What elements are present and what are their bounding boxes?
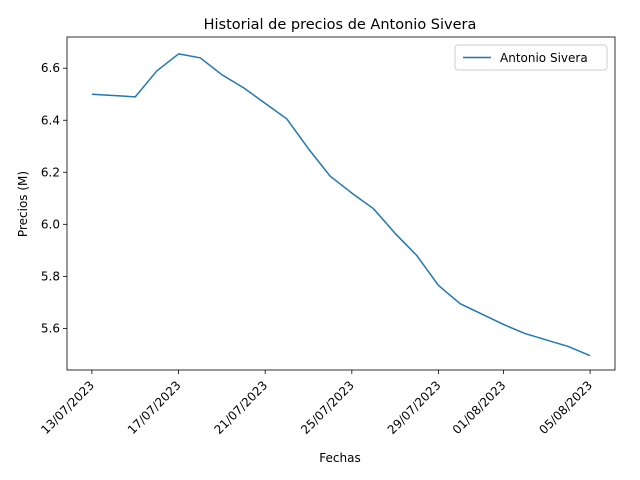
x-axis-ticks: 13/07/2023 17/07/2023 21/07/2023 25/07/2023… — [38, 370, 595, 437]
y-tick-label: 6.6 — [41, 61, 60, 75]
y-tick-label: 5.6 — [41, 321, 60, 335]
x-tick-label: 05/08/2023 — [536, 378, 595, 437]
legend-label: Antonio Sivera — [500, 51, 588, 65]
series-line-0 — [91, 53, 591, 357]
y-tick-label: 6.0 — [41, 217, 60, 231]
x-tick-label: 25/07/2023 — [298, 378, 357, 437]
x-tick-label: 17/07/2023 — [125, 378, 184, 437]
x-axis-label: Fechas — [319, 451, 360, 465]
y-axis-label: Precios (M) — [16, 171, 30, 237]
x-tick-label: 29/07/2023 — [385, 378, 444, 437]
x-tick-label: 13/07/2023 — [38, 378, 97, 437]
x-tick-label: 01/08/2023 — [450, 378, 509, 437]
y-tick-label: 6.2 — [41, 165, 60, 179]
legend-box — [454, 44, 608, 71]
x-tick-label: 21/07/2023 — [211, 378, 270, 437]
y-axis-ticks: 5.6 5.8 6.0 6.2 6.4 6.6 — [41, 61, 67, 335]
y-tick-label: 5.8 — [41, 269, 60, 283]
legend: Antonio Sivera — [454, 44, 608, 71]
y-tick-label: 6.4 — [41, 113, 60, 127]
plot-area — [66, 36, 616, 371]
chart-title: Historial de precios de Antonio Sivera — [204, 17, 477, 33]
axes-frame — [66, 36, 616, 371]
